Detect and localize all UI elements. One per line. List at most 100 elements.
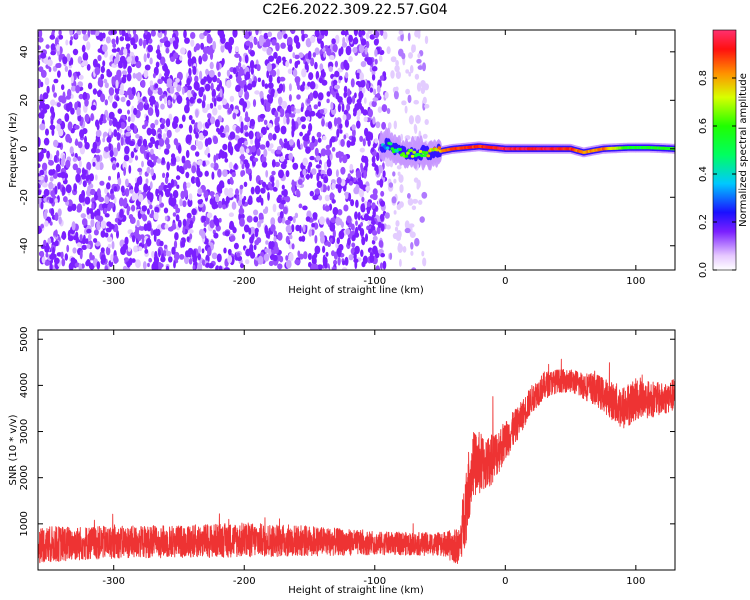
noise-speck [320,40,325,50]
noise-speck [360,38,367,46]
noise-speck [302,168,307,176]
noise-speck [253,209,259,216]
noise-speck [309,190,314,197]
noise-speck [317,92,324,101]
noise-speck [193,46,197,53]
noise-speck [142,138,148,148]
noise-speck [250,139,254,145]
x-tick-label: 0 [502,576,508,587]
noise-speck [416,58,422,64]
noise-speck [129,123,135,130]
signal-core [390,147,395,151]
noise-speck [162,172,166,178]
noise-speck [75,85,80,94]
noise-speck [200,42,205,50]
noise-speck [178,123,184,129]
noise-speck [79,250,83,260]
noise-speck [152,73,156,79]
noise-speck [74,32,79,39]
noise-speck [124,145,130,155]
noise-speck [108,111,115,120]
noise-speck [257,77,261,83]
noise-speck [109,150,114,158]
noise-speck [239,146,245,155]
noise-speck [336,128,340,138]
noise-speck [351,124,356,131]
noise-speck [373,30,380,39]
noise-speck [296,94,301,100]
noise-speck [127,65,132,74]
noise-speck [134,55,139,63]
signal-core [426,154,431,158]
noise-speck [131,235,136,243]
noise-speck [338,230,345,240]
noise-speck [380,30,384,36]
noise-speck [356,120,361,129]
noise-speck [56,119,62,125]
noise-speck [348,34,353,43]
noise-speck [148,142,153,149]
noise-speck [394,226,399,232]
noise-speck [273,230,277,236]
noise-speck [257,255,264,265]
noise-speck [237,138,243,148]
noise-speck [320,235,325,244]
noise-speck [172,81,178,88]
noise-speck [224,230,230,237]
noise-speck [249,35,254,41]
noise-speck [268,132,273,141]
noise-speck [342,37,346,45]
noise-speck [408,71,412,77]
noise-speck [54,212,59,222]
noise-speck [121,76,127,84]
noise-speck [182,200,187,208]
spectrogram-y-label: Frequency (Hz) [8,112,19,188]
noise-speck [308,229,313,237]
noise-speck [51,253,57,259]
noise-speck [302,205,308,211]
noise-speck [160,56,166,66]
noise-speck [381,121,386,130]
noise-speck [251,145,256,153]
noise-speck [244,31,249,40]
noise-speck [265,170,269,178]
noise-speck [308,123,313,132]
noise-speck [96,221,101,231]
noise-speck [296,138,301,148]
noise-speck [214,119,220,128]
noise-speck [312,52,316,58]
noise-speck [241,213,245,219]
noise-speck [50,190,56,198]
noise-speck [167,226,174,232]
noise-speck [48,159,54,166]
noise-speck [219,32,226,40]
noise-speck [108,87,115,96]
noise-speck [197,262,203,270]
noise-speck [217,104,222,110]
noise-speck [294,212,299,219]
noise-speck [174,232,179,241]
noise-speck [334,43,338,53]
noise-speck [269,143,274,149]
noise-speck [379,262,383,270]
noise-speck [172,212,177,217]
noise-speck [115,95,120,102]
noise-speck [295,108,301,114]
noise-speck [331,182,336,190]
noise-speck [320,148,327,157]
y-tick-label: 4000 [19,373,30,398]
noise-speck [192,65,197,75]
noise-speck [113,58,117,66]
noise-speck [289,234,293,240]
noise-speck [76,106,81,117]
noise-speck [67,235,74,242]
noise-speck [236,75,242,84]
noise-speck [100,73,105,80]
noise-speck [137,167,143,173]
noise-speck [369,194,375,199]
noise-speck [190,144,197,151]
noise-speck [90,113,94,122]
noise-speck [343,204,349,212]
noise-speck [359,228,365,237]
noise-speck [243,181,248,187]
